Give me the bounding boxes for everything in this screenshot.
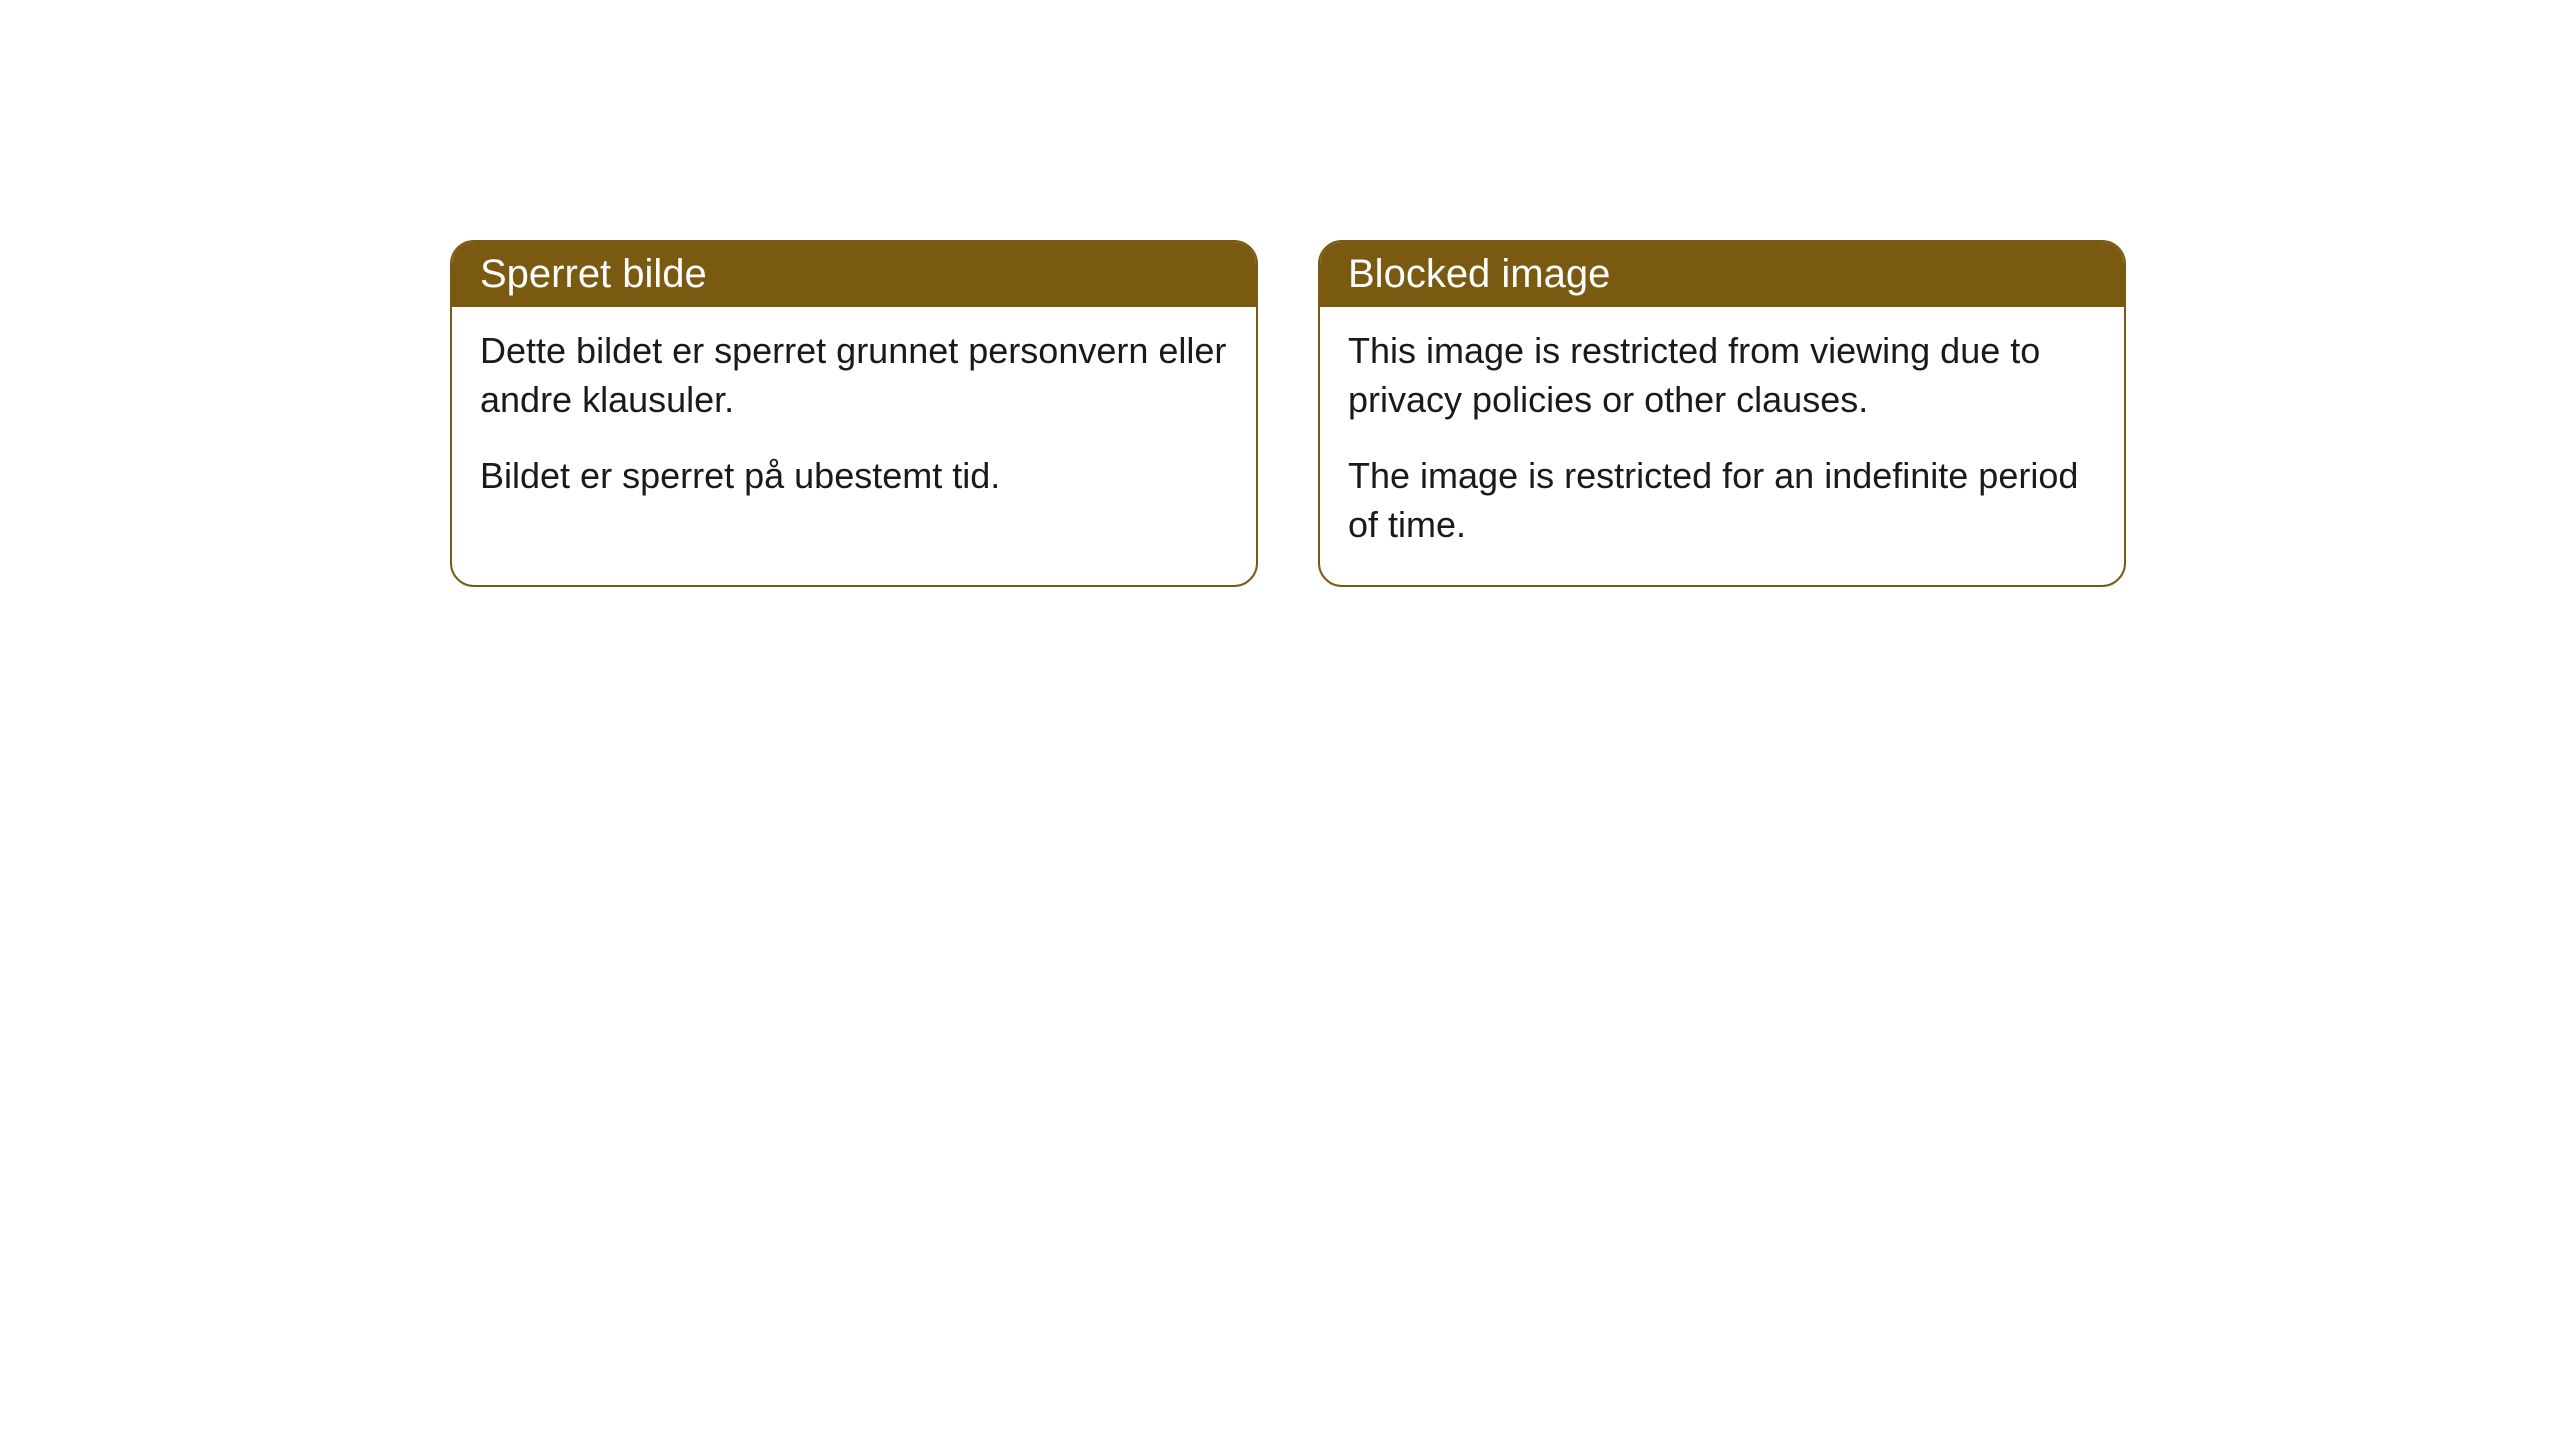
card-paragraph-1: This image is restricted from viewing du…: [1348, 327, 2096, 424]
cards-container: Sperret bilde Dette bildet er sperret gr…: [450, 240, 2126, 587]
card-paragraph-2: The image is restricted for an indefinit…: [1348, 452, 2096, 549]
card-header-english: Blocked image: [1320, 242, 2124, 307]
card-body-english: This image is restricted from viewing du…: [1320, 307, 2124, 585]
card-header-norwegian: Sperret bilde: [452, 242, 1256, 307]
card-norwegian: Sperret bilde Dette bildet er sperret gr…: [450, 240, 1258, 587]
card-body-norwegian: Dette bildet er sperret grunnet personve…: [452, 307, 1256, 537]
card-paragraph-1: Dette bildet er sperret grunnet personve…: [480, 327, 1228, 424]
card-english: Blocked image This image is restricted f…: [1318, 240, 2126, 587]
card-paragraph-2: Bildet er sperret på ubestemt tid.: [480, 452, 1228, 501]
